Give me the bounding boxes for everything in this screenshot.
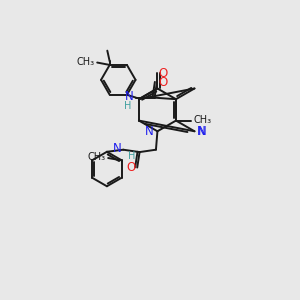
Text: N: N bbox=[125, 90, 134, 103]
Text: N: N bbox=[113, 142, 122, 155]
Text: CH₃: CH₃ bbox=[194, 115, 212, 125]
Text: CH₃: CH₃ bbox=[77, 57, 95, 67]
Text: O: O bbox=[159, 67, 168, 80]
Text: H: H bbox=[124, 101, 131, 111]
Text: CH₃: CH₃ bbox=[88, 152, 106, 162]
Text: N: N bbox=[198, 125, 207, 138]
Text: H: H bbox=[128, 151, 135, 160]
Text: O: O bbox=[158, 76, 167, 89]
Text: O: O bbox=[127, 161, 136, 174]
Text: N: N bbox=[197, 125, 206, 138]
Text: N: N bbox=[145, 125, 154, 138]
